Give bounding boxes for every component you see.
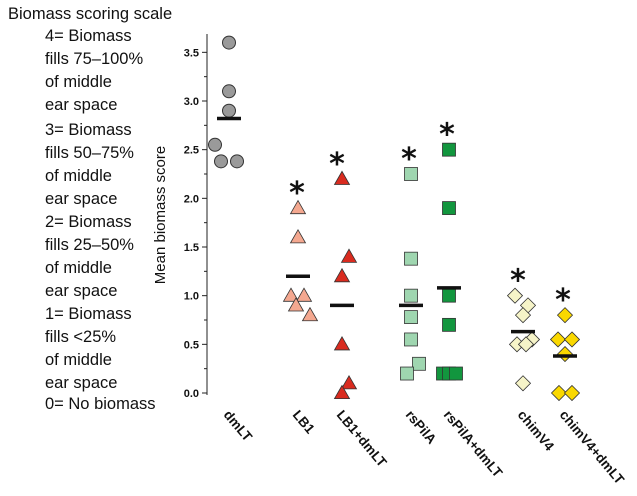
data-point-square	[442, 201, 456, 215]
data-point-circle	[222, 84, 236, 99]
data-point-triangle	[289, 228, 307, 244]
y-tick-label: 1.5	[184, 242, 199, 254]
data-point-square	[442, 288, 456, 303]
legend-item-score-0: 0= No biomass	[45, 393, 156, 416]
data-point-square	[404, 288, 418, 303]
legend-title: Biomass scoring scale	[8, 5, 173, 23]
data-point-square	[442, 142, 456, 157]
data-point-triangle	[289, 199, 307, 215]
category-label: chimV4	[515, 407, 558, 454]
significance-star: *	[510, 264, 526, 299]
y-axis-title: Mean biomass score	[152, 146, 169, 284]
data-point-diamond	[550, 384, 568, 402]
significance-star: *	[329, 147, 345, 182]
data-point-diamond	[563, 384, 581, 402]
data-point-circle	[214, 154, 228, 169]
legend-line: of middle	[45, 351, 112, 369]
data-point-diamond	[514, 375, 532, 392]
data-point-square	[404, 310, 418, 324]
data-point-square	[442, 317, 456, 332]
data-point-diamond	[514, 307, 532, 324]
legend-line: ear space	[45, 96, 118, 114]
legend-line: 0= No biomass	[45, 395, 156, 413]
data-point-circle	[208, 137, 222, 152]
data-point-triangle	[340, 374, 358, 390]
legend-line: 3= Biomass	[45, 121, 132, 139]
legend-line: of middle	[45, 73, 112, 91]
significance-star: *	[401, 142, 417, 177]
data-point-triangle	[287, 297, 305, 312]
category-label: rsPilA+dmLT	[441, 407, 506, 481]
significance-star: *	[555, 283, 571, 318]
y-tick-label: 0.0	[184, 388, 199, 400]
data-point-circle	[230, 154, 244, 169]
data-point-square	[404, 332, 418, 347]
data-point-triangle	[333, 384, 351, 400]
legend-line: 4= Biomass	[45, 27, 132, 45]
data-point-square	[412, 356, 426, 371]
legend-line: fills 50–75%	[45, 144, 134, 162]
legend-line: ear space	[45, 374, 118, 392]
data-point-circle	[222, 35, 236, 50]
legend-line: 2= Biomass	[45, 213, 132, 231]
category-label: rsPilA	[403, 407, 440, 447]
data-point-square	[449, 366, 463, 381]
legend-line: 1= Biomass	[45, 305, 132, 323]
data-point-square	[404, 167, 418, 181]
data-point-triangle	[282, 287, 300, 302]
category-label: LB1+dmLT	[334, 407, 390, 470]
y-tick-label: 1.0	[184, 291, 199, 303]
category-label: dmLT	[221, 407, 256, 445]
category-label: chimV4+dmLT	[557, 407, 628, 487]
data-point-diamond	[517, 336, 535, 353]
legend-line: fills <25%	[45, 328, 117, 346]
data-point-triangle	[340, 248, 358, 263]
data-point-diamond	[506, 287, 524, 304]
data-point-triangle	[333, 170, 351, 185]
data-point-square	[400, 366, 414, 381]
legend-line: of middle	[45, 167, 112, 185]
y-tick-label: 2.5	[184, 145, 199, 157]
y-tick-label: 3.5	[184, 47, 199, 59]
data-point-square	[404, 251, 418, 266]
data-point-triangle	[333, 267, 351, 283]
legend-item-score-4: 4= Biomass fills 75–100% of middle ear s…	[45, 25, 143, 117]
category-label: LB1	[290, 407, 318, 437]
data-point-diamond	[556, 307, 574, 324]
significance-star: *	[289, 176, 305, 211]
data-point-triangle	[333, 336, 351, 351]
legend-line: fills 75–100%	[45, 50, 144, 68]
data-point-diamond	[563, 331, 581, 348]
legend-line: of middle	[45, 259, 112, 277]
significance-star: *	[439, 118, 455, 153]
legend-line: ear space	[45, 282, 118, 300]
legend-line: ear space	[45, 190, 118, 208]
data-point-triangle	[301, 306, 319, 322]
y-tick-label: 2.0	[184, 193, 199, 205]
y-tick-label: 3.0	[184, 96, 199, 108]
legend-line: fills 25–50%	[45, 236, 134, 254]
data-point-circle	[222, 103, 236, 118]
y-tick-label: 0.5	[184, 339, 199, 351]
legend-item-score-1: 1= Biomass fills <25% of middle ear spac…	[45, 303, 132, 395]
legend-item-score-3: 3= Biomass fills 50–75% of middle ear sp…	[45, 119, 134, 211]
data-point-diamond	[556, 346, 574, 363]
data-point-triangle	[295, 287, 313, 302]
data-point-diamond	[549, 331, 567, 348]
legend-item-score-2: 2= Biomass fills 25–50% of middle ear sp…	[45, 211, 134, 303]
